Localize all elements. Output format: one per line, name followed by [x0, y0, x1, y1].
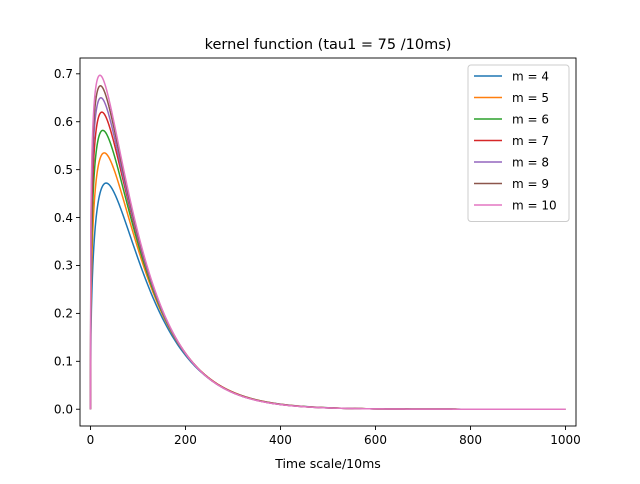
legend-label: m = 9	[512, 177, 549, 191]
legend-label: m = 4	[512, 70, 549, 84]
x-tick-label: 0	[87, 433, 95, 447]
x-tick-label: 800	[459, 433, 482, 447]
chart-title: kernel function (tau1 = 75 /10ms)	[205, 37, 452, 53]
x-tick-label: 1000	[550, 433, 581, 447]
y-tick-label: 0.2	[54, 307, 73, 321]
x-tick-label: 400	[269, 433, 292, 447]
x-axis-label: Time scale/10ms	[274, 456, 381, 471]
y-axis: 0.0 0.1 0.2 0.3 0.4 0.5 0.6 0.7	[54, 67, 80, 416]
y-tick-label: 0.1	[54, 355, 73, 369]
y-tick-label: 0.7	[54, 67, 73, 81]
y-tick-label: 0.3	[54, 259, 73, 273]
series-line-m10	[89, 74, 566, 410]
x-tick-label: 200	[174, 433, 197, 447]
legend-label: m = 8	[512, 156, 549, 170]
legend-label: m = 5	[512, 91, 549, 105]
x-axis: 0 200 400 600 800 1000	[87, 426, 581, 447]
y-tick-label: 0.6	[54, 115, 73, 129]
y-tick-label: 0.4	[54, 211, 73, 225]
legend: m = 4 m = 5 m = 6 m = 7 m = 8 m = 9 m = 10	[467, 64, 570, 222]
legend-label: m = 7	[512, 134, 549, 148]
y-tick-label: 0.0	[54, 402, 73, 416]
x-tick-label: 600	[364, 433, 387, 447]
y-tick-label: 0.5	[54, 163, 73, 177]
axes-frame	[79, 57, 577, 427]
legend-label: m = 10	[512, 199, 557, 213]
legend-label: m = 6	[512, 113, 549, 127]
legend-box	[467, 64, 570, 222]
plot-area	[89, 74, 566, 410]
